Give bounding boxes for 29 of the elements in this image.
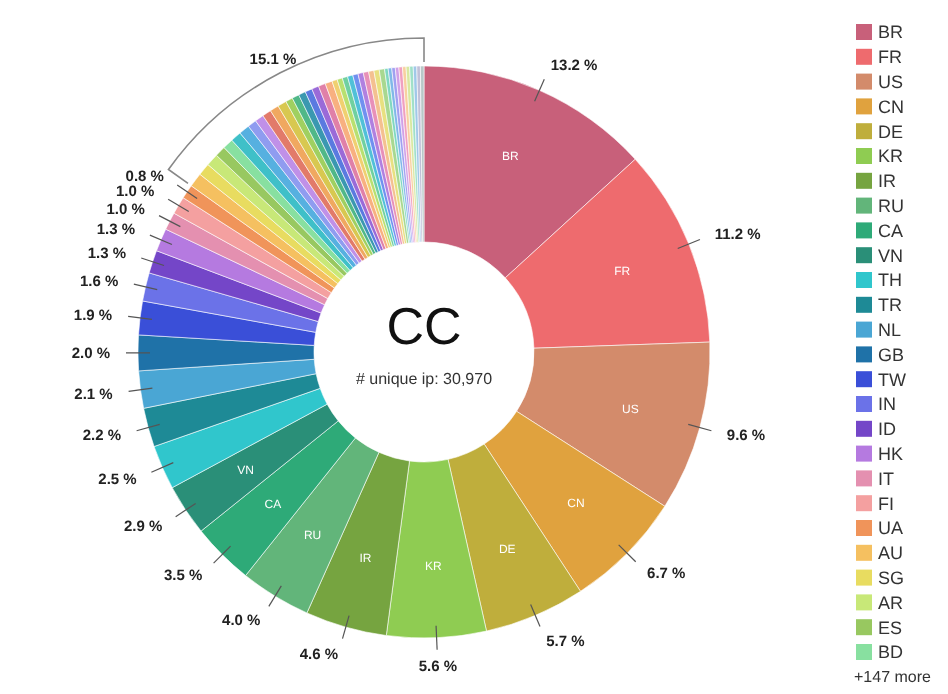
- legend-label: TW: [878, 369, 907, 390]
- legend-label: AR: [878, 592, 905, 613]
- legend-label: VN: [878, 245, 904, 266]
- legend-label: IN: [878, 394, 896, 415]
- legend-label: RU: [878, 195, 904, 216]
- legend-label: DE: [878, 121, 904, 142]
- legend-label: KR: [878, 146, 905, 167]
- legend-label: ES: [878, 617, 903, 638]
- legend-label: ID: [878, 419, 897, 440]
- legend-label: CA: [878, 220, 904, 241]
- legend-label: SG: [878, 567, 905, 588]
- legend-label: FI: [878, 493, 894, 514]
- legend-label: BD: [878, 642, 905, 663]
- legend-label: FR: [878, 47, 903, 68]
- text: # unique ip: 30,970: [355, 370, 494, 388]
- legend-label: AU: [878, 543, 904, 564]
- legend-label: UA: [878, 518, 904, 539]
- legend-label: TR: [878, 295, 903, 316]
- legend-label: HK: [878, 443, 904, 464]
- legend-label: CN: [878, 96, 904, 117]
- legend-label: NL: [878, 319, 902, 340]
- legend-label: BR: [878, 22, 905, 43]
- legend-label: GB: [878, 344, 905, 365]
- text: +147 more: [854, 668, 933, 687]
- legend-label: IR: [878, 171, 897, 192]
- text: CC: [386, 296, 462, 356]
- legend-label: IT: [878, 468, 895, 489]
- legend-label: TH: [878, 270, 902, 291]
- legend-label: US: [878, 71, 904, 92]
